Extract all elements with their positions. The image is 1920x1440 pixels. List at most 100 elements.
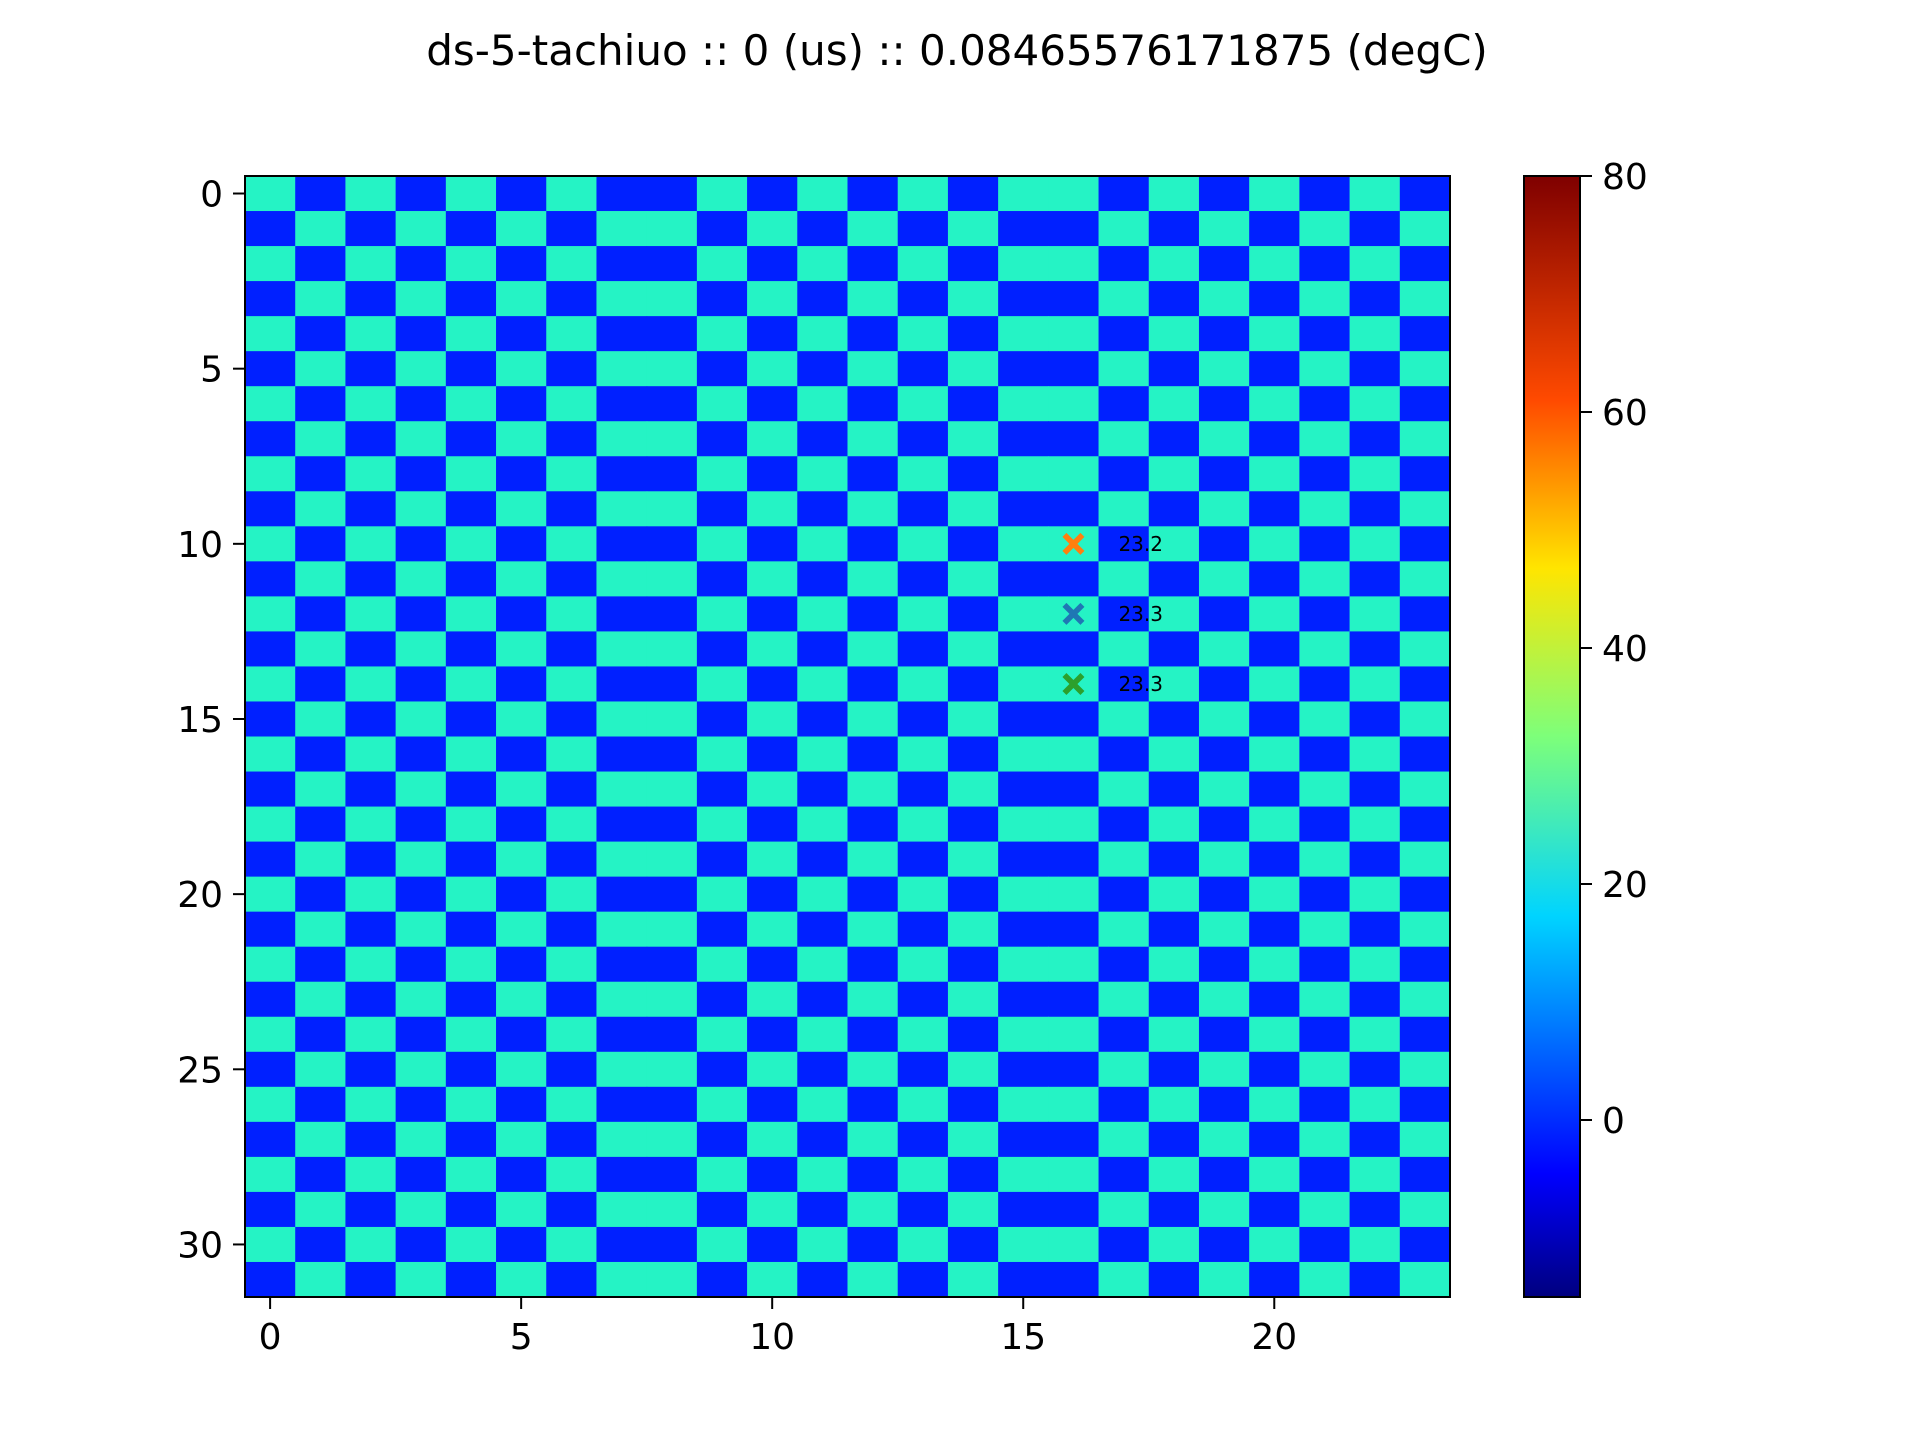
- heatmap-cell: [1399, 1226, 1451, 1263]
- heatmap-cell: [1349, 1121, 1401, 1158]
- heatmap-cell: [897, 386, 949, 422]
- heatmap-cell: [1249, 806, 1300, 843]
- x-tick-label: 5: [510, 1317, 533, 1358]
- heatmap-cell: [445, 281, 497, 317]
- heatmap-cell: [596, 1226, 648, 1263]
- heatmap-cell: [1048, 491, 1100, 527]
- heatmap-cell: [747, 1156, 798, 1193]
- heatmap-cell: [395, 421, 447, 457]
- heatmap-cell: [1399, 1191, 1451, 1228]
- heatmap-cell: [747, 421, 798, 457]
- heatmap-cell: [445, 386, 497, 422]
- heatmap-cell: [747, 1016, 798, 1053]
- heatmap-cell: [496, 246, 547, 282]
- heatmap-cell: [1198, 771, 1250, 808]
- heatmap-cell: [245, 596, 296, 633]
- heatmap-cell: [345, 1261, 397, 1298]
- heatmap-cell: [747, 1121, 798, 1158]
- heatmap-cell: [747, 386, 798, 422]
- heatmap-cell: [295, 456, 347, 492]
- heatmap-cell: [1048, 386, 1100, 422]
- heatmap-cell: [345, 491, 397, 527]
- heatmap-cell: [998, 911, 1049, 948]
- heatmap-cell: [295, 351, 347, 387]
- heatmap-cell: [445, 631, 497, 668]
- heatmap-cell: [345, 841, 397, 878]
- heatmap-cell: [747, 246, 798, 282]
- heatmap-cells: [245, 176, 1451, 1298]
- heatmap-cell: [295, 1191, 347, 1228]
- heatmap-cell: [1148, 771, 1200, 808]
- heatmap-cell: [1048, 701, 1100, 738]
- heatmap-cell: [245, 281, 296, 317]
- heatmap-cell: [546, 1191, 598, 1228]
- heatmap-cell: [797, 351, 849, 387]
- heatmap-cell: [696, 176, 748, 212]
- heatmap-cell: [345, 1086, 397, 1123]
- heatmap-cell: [596, 1156, 648, 1193]
- heatmap-cell: [797, 631, 849, 668]
- heatmap-cell: [1299, 1016, 1351, 1053]
- heatmap-cell: [395, 491, 447, 527]
- heatmap-cell: [947, 561, 999, 597]
- heatmap-cell: [1048, 211, 1100, 247]
- heatmap-cell: [596, 1016, 648, 1053]
- heatmap-cell: [1198, 1156, 1250, 1193]
- heatmap-cell: [1249, 316, 1300, 352]
- heatmap-cell: [747, 561, 798, 597]
- heatmap-cell: [1399, 631, 1451, 668]
- heatmap-cell: [1299, 386, 1351, 422]
- heatmap-cell: [395, 316, 447, 352]
- heatmap-cell: [496, 841, 547, 878]
- heatmap-cell: [1198, 1051, 1250, 1088]
- heatmap-cell: [245, 701, 296, 738]
- heatmap-cell: [1349, 841, 1401, 878]
- heatmap-cell: [1399, 281, 1451, 317]
- heatmap-cell: [696, 421, 748, 457]
- y-tick-label: 10: [177, 525, 223, 566]
- heatmap-cell: [546, 421, 598, 457]
- heatmap-cell: [1299, 841, 1351, 878]
- heatmap-cell: [747, 946, 798, 983]
- heatmap-cell: [1399, 561, 1451, 597]
- heatmap-cell: [847, 246, 899, 282]
- heatmap-cell: [1399, 316, 1451, 352]
- heatmap-cell: [847, 1051, 899, 1088]
- heatmap-cell: [897, 701, 949, 738]
- heatmap-cell: [1249, 421, 1300, 457]
- heatmap-cell: [1198, 1261, 1250, 1298]
- heatmap-cell: [1198, 806, 1250, 843]
- heatmap-cell: [847, 421, 899, 457]
- heatmap-cell: [646, 1051, 698, 1088]
- heatmap-cell: [897, 491, 949, 527]
- heatmap-cell: [847, 386, 899, 422]
- heatmap-cell: [1048, 281, 1100, 317]
- heatmap-cell: [1198, 246, 1250, 282]
- heatmap-cell: [1299, 666, 1351, 703]
- heatmap-cell: [345, 701, 397, 738]
- heatmap-cell: [596, 176, 648, 212]
- heatmap-cell: [646, 1156, 698, 1193]
- heatmap-cell: [445, 456, 497, 492]
- heatmap-cell: [1249, 1016, 1300, 1053]
- heatmap-cell: [546, 806, 598, 843]
- heatmap-cell: [1148, 596, 1200, 633]
- heatmap-cell: [395, 1121, 447, 1158]
- heatmap-cell: [797, 736, 849, 773]
- heatmap-cell: [1249, 1226, 1300, 1263]
- heatmap-cell: [1399, 981, 1451, 1018]
- heatmap-cell: [797, 911, 849, 948]
- heatmap-cell: [998, 176, 1049, 212]
- heatmap-cell: [496, 1191, 547, 1228]
- heatmap-cell: [1048, 946, 1100, 983]
- heatmap-cell: [1299, 176, 1351, 212]
- heatmap-cell: [1148, 876, 1200, 913]
- heatmap-cell: [1148, 1226, 1200, 1263]
- heatmap-cell: [1048, 771, 1100, 808]
- heatmap-cell: [345, 316, 397, 352]
- heatmap-cell: [1299, 246, 1351, 282]
- heatmap-cell: [1399, 421, 1451, 457]
- heatmap-cell: [1349, 911, 1401, 948]
- heatmap-cell: [445, 911, 497, 948]
